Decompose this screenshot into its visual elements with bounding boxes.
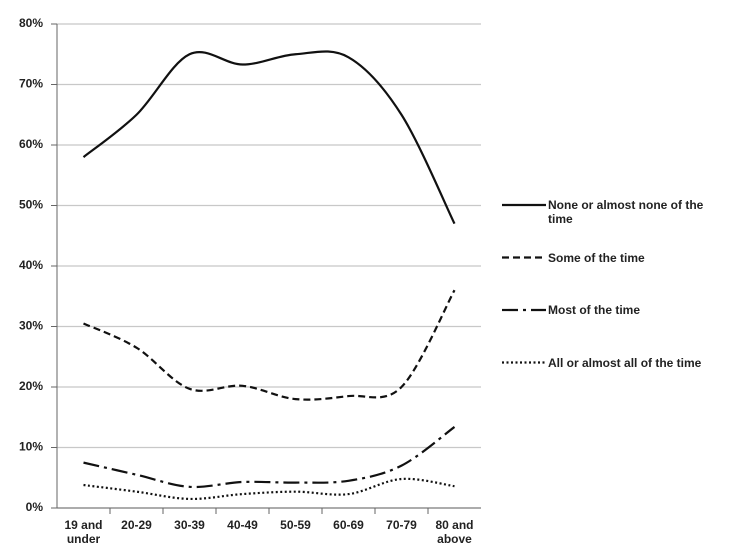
x-tick-label: 50-59	[280, 518, 311, 532]
legend-label: Most of the time	[548, 303, 640, 317]
x-tick-label: 60-69	[333, 518, 364, 532]
y-tick-label: 70%	[19, 77, 43, 91]
y-tick-label: 80%	[19, 16, 43, 30]
x-tick-label: 80 and above	[435, 518, 474, 546]
y-tick-label: 0%	[26, 500, 44, 514]
series-line	[83, 289, 456, 401]
legend-label: All or almost all of the time	[548, 355, 702, 370]
y-tick-label: 10%	[19, 440, 43, 454]
x-tick-label: 20-29	[121, 518, 152, 532]
x-tick-label: 40-49	[227, 518, 258, 532]
legend-label: Some of the time	[548, 250, 645, 265]
y-tick-label: 60%	[19, 137, 43, 151]
x-tick-label: 19 and under	[64, 518, 103, 546]
y-tick-label: 50%	[19, 198, 43, 212]
series-line	[82, 50, 456, 225]
x-tick-label: 70-79	[386, 518, 417, 532]
series-line	[83, 426, 456, 489]
x-tick-label: 30-39	[174, 518, 205, 532]
legend-label: None or almost none of the time	[548, 198, 704, 226]
y-tick-label: 40%	[19, 258, 43, 272]
y-tick-label: 30%	[19, 319, 43, 333]
y-tick-label: 20%	[19, 379, 43, 393]
